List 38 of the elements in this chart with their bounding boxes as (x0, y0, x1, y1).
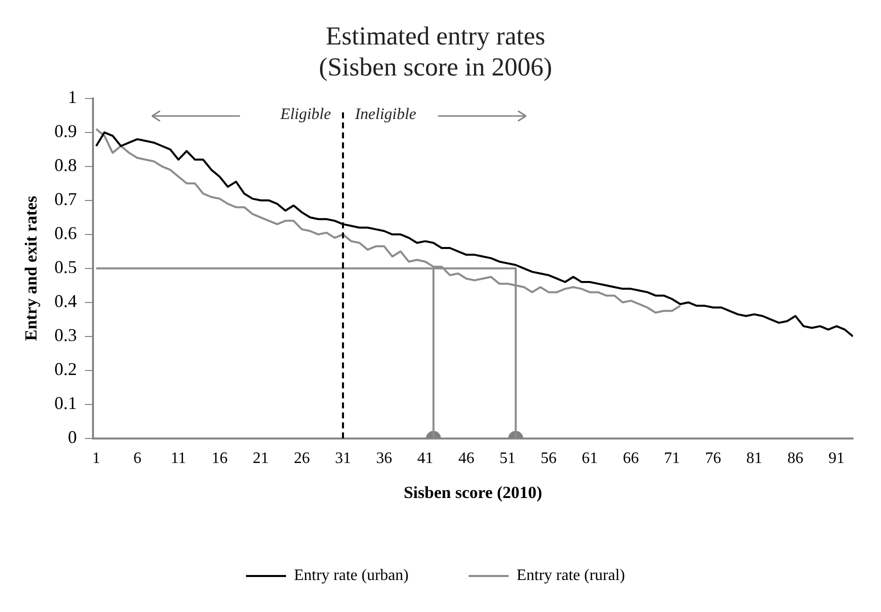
y-tick-label: 0.2 (54, 359, 77, 380)
y-tick-label: 0 (68, 427, 77, 448)
y-tick-label: 1 (68, 87, 77, 108)
x-tick-label: 26 (294, 450, 310, 468)
y-tick-label: 0.4 (54, 291, 77, 312)
y-tick-label: 0.7 (54, 189, 77, 210)
x-tick-label: 16 (212, 450, 228, 468)
x-tick-label: 36 (376, 450, 392, 468)
x-tick-label: 56 (540, 450, 557, 468)
y-tick-label: 0.5 (54, 257, 77, 278)
x-tick-label: 31 (334, 450, 351, 468)
x-tick-label: 91 (828, 450, 845, 468)
x-tick-label: 1 (92, 450, 100, 468)
x-tick-label: 71 (664, 450, 680, 468)
y-tick-label: 0.9 (54, 121, 77, 142)
x-tick-label: 66 (622, 450, 639, 468)
legend-label: Entry rate (rural) (516, 567, 626, 584)
y-tick-label: 0.8 (54, 155, 77, 176)
annotation: Ineligible (354, 106, 416, 124)
y-tick-label: 0.6 (54, 223, 77, 244)
x-axis-title: Sisben score (2010) (404, 483, 542, 502)
x-tick-label: 11 (170, 450, 186, 468)
x-tick-label: 51 (500, 450, 516, 468)
x-tick-label: 46 (458, 450, 474, 468)
y-axis-title: Entry and exit rates (22, 196, 41, 341)
annotation: Eligible (280, 106, 331, 124)
legend-label: Entry rate (urban) (294, 567, 409, 584)
x-tick-label: 41 (417, 450, 434, 468)
x-tick-label: 81 (746, 450, 762, 468)
chart-subtitle: (Sisben score in 2006) (318, 52, 552, 82)
x-tick-label: 86 (787, 450, 804, 468)
x-tick-label: 6 (133, 450, 142, 468)
y-tick-label: 0.3 (54, 325, 77, 346)
y-tick-label: 0.1 (54, 393, 77, 414)
chart-title: Estimated entry rates (326, 21, 546, 50)
x-tick-label: 76 (705, 450, 722, 468)
x-tick-label: 21 (252, 450, 269, 468)
x-tick-label: 61 (582, 450, 598, 468)
